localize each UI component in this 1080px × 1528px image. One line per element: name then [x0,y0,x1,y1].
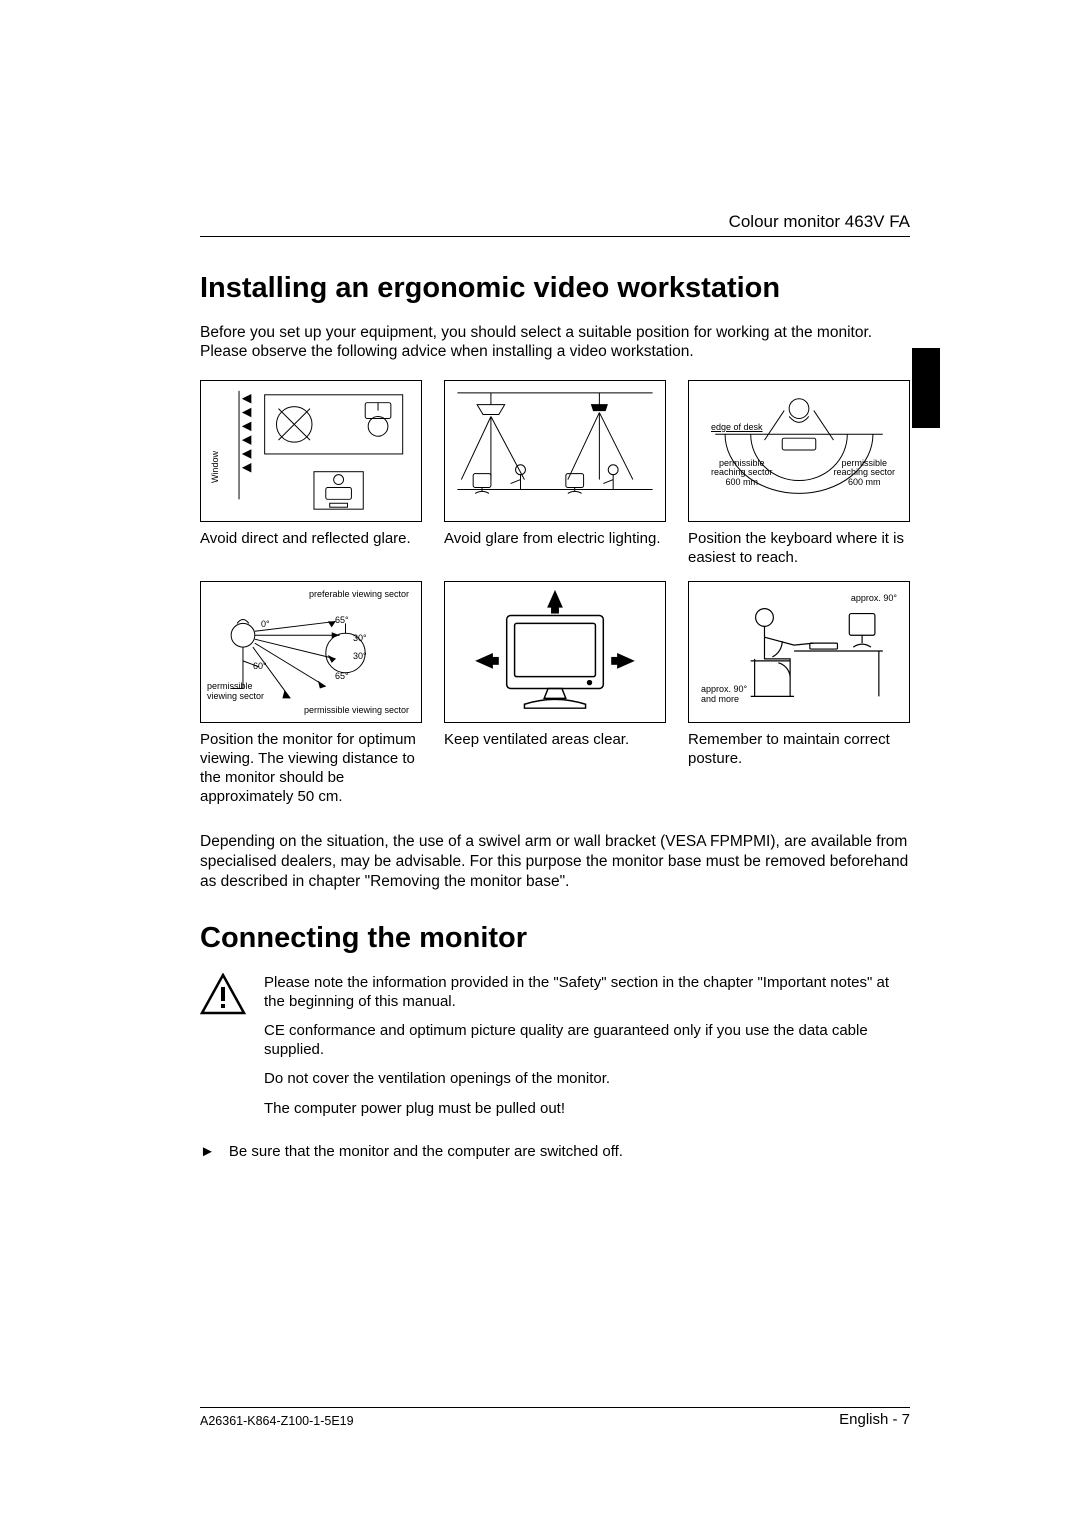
perm-sector-1: permissible viewing sector [207,682,264,701]
warning-line-2: CE conformance and optimum picture quali… [264,1021,910,1059]
mid-paragraph: Depending on the situation, the use of a… [200,832,910,891]
figure-cell: edge of desk permissible reaching sector… [688,380,910,568]
pref-sector-label: preferable viewing sector [309,590,409,599]
diagram-window-glare: ​ [201,381,421,521]
figure-caption: Avoid glare from electric lighting. [444,530,666,549]
figure-glare-lighting [444,380,666,522]
warning-block: Please note the information provided in … [200,973,910,1128]
figure-caption: Position the monitor for optimum viewing… [200,731,422,806]
angle-65a: 65° [335,616,349,625]
angle-30b: 30° [353,652,367,661]
footer-rule [200,1407,910,1408]
approx90-leg: approx. 90° and more [701,685,747,704]
window-label: Window [211,451,220,483]
header-rule [200,236,910,237]
warning-line-4: The computer power plug must be pulled o… [264,1099,910,1118]
angle-0: 0° [261,620,270,629]
angle-30a: 30° [353,634,367,643]
figure-cell: ​ [200,380,422,568]
action-bullet: ► Be sure that the monitor and the compu… [200,1142,910,1161]
diagram-keyboard-reach [689,381,909,521]
figure-cell: preferable viewing sector 0° 60° 65° 30°… [200,581,422,806]
perm-sector-2: permissible viewing sector [304,706,409,715]
section-heading-2: Connecting the monitor [200,922,910,955]
section-heading-1: Installing an ergonomic video workstatio… [200,272,910,305]
figure-ventilation [444,581,666,723]
warning-line-3: Do not cover the ventilation openings of… [264,1069,910,1088]
figure-viewing-sector: preferable viewing sector 0° 60° 65° 30°… [200,581,422,723]
figure-keyboard-reach: edge of desk permissible reaching sector… [688,380,910,522]
diagram-viewing-sector [201,582,421,722]
page: Colour monitor 463V FA Installing an erg… [0,0,1080,1528]
figure-posture: approx. 90° approx. 90° and more [688,581,910,723]
permissible-left-label: permissible reaching sector 600 mm [711,459,773,487]
bullet-text: Be sure that the monitor and the compute… [229,1142,623,1161]
permissible-right-label: permissible reaching sector 600 mm [833,459,895,487]
figure-caption: Avoid direct and reflected glare. [200,530,422,549]
angle-60: 60° [253,662,267,671]
footer-doc-id: A26361-K864-Z100-1-5E19 [200,1414,354,1428]
edge-of-desk-label: edge of desk [711,423,763,432]
figure-cell: Avoid glare from electric lighting. [444,380,666,568]
warning-icon [200,973,246,1128]
diagram-ventilation [445,582,665,722]
diagram-lighting-glare [445,381,665,521]
approx90-arm: approx. 90° [851,594,897,603]
figure-caption: Remember to maintain correct posture. [688,731,910,769]
page-header: Colour monitor 463V FA [729,212,910,232]
angle-65b: 65° [335,672,349,681]
section1-intro: Before you set up your equipment, you sh… [200,323,910,362]
thumb-index-tab [912,348,940,428]
warning-text: Please note the information provided in … [264,973,910,1128]
figure-cell: approx. 90° approx. 90° and more Remembe… [688,581,910,806]
figure-glare-window: ​ [200,380,422,522]
figure-caption: Position the keyboard where it is easies… [688,530,910,568]
figure-caption: Keep ventilated areas clear. [444,731,666,750]
warning-line-1: Please note the information provided in … [264,973,910,1011]
figure-cell: Keep ventilated areas clear. [444,581,666,806]
footer-page: English - 7 [839,1411,910,1428]
bullet-icon: ► [200,1142,215,1161]
figure-grid: ​ [200,380,910,807]
